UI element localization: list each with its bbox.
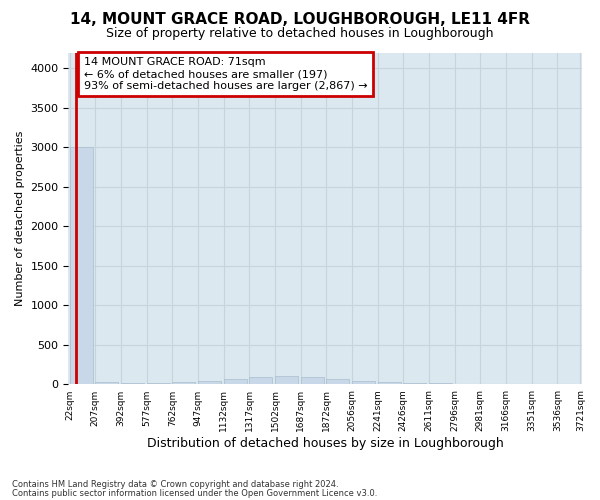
Bar xyxy=(326,378,349,384)
Bar xyxy=(95,382,118,384)
Bar xyxy=(224,379,247,384)
Y-axis label: Number of detached properties: Number of detached properties xyxy=(15,131,25,306)
Bar xyxy=(377,382,401,384)
Bar xyxy=(70,148,93,384)
Bar xyxy=(301,377,324,384)
Bar xyxy=(198,381,221,384)
Text: Contains HM Land Registry data © Crown copyright and database right 2024.: Contains HM Land Registry data © Crown c… xyxy=(12,480,338,489)
Bar xyxy=(352,380,375,384)
Text: 14 MOUNT GRACE ROAD: 71sqm
← 6% of detached houses are smaller (197)
93% of semi: 14 MOUNT GRACE ROAD: 71sqm ← 6% of detac… xyxy=(84,58,367,90)
Bar xyxy=(403,382,427,384)
Bar xyxy=(172,382,196,384)
Bar xyxy=(146,383,170,384)
Text: Size of property relative to detached houses in Loughborough: Size of property relative to detached ho… xyxy=(106,28,494,40)
Bar xyxy=(275,376,298,384)
Text: 14, MOUNT GRACE ROAD, LOUGHBOROUGH, LE11 4FR: 14, MOUNT GRACE ROAD, LOUGHBOROUGH, LE11… xyxy=(70,12,530,28)
Text: Contains public sector information licensed under the Open Government Licence v3: Contains public sector information licen… xyxy=(12,489,377,498)
Bar xyxy=(250,377,272,384)
X-axis label: Distribution of detached houses by size in Loughborough: Distribution of detached houses by size … xyxy=(146,437,503,450)
